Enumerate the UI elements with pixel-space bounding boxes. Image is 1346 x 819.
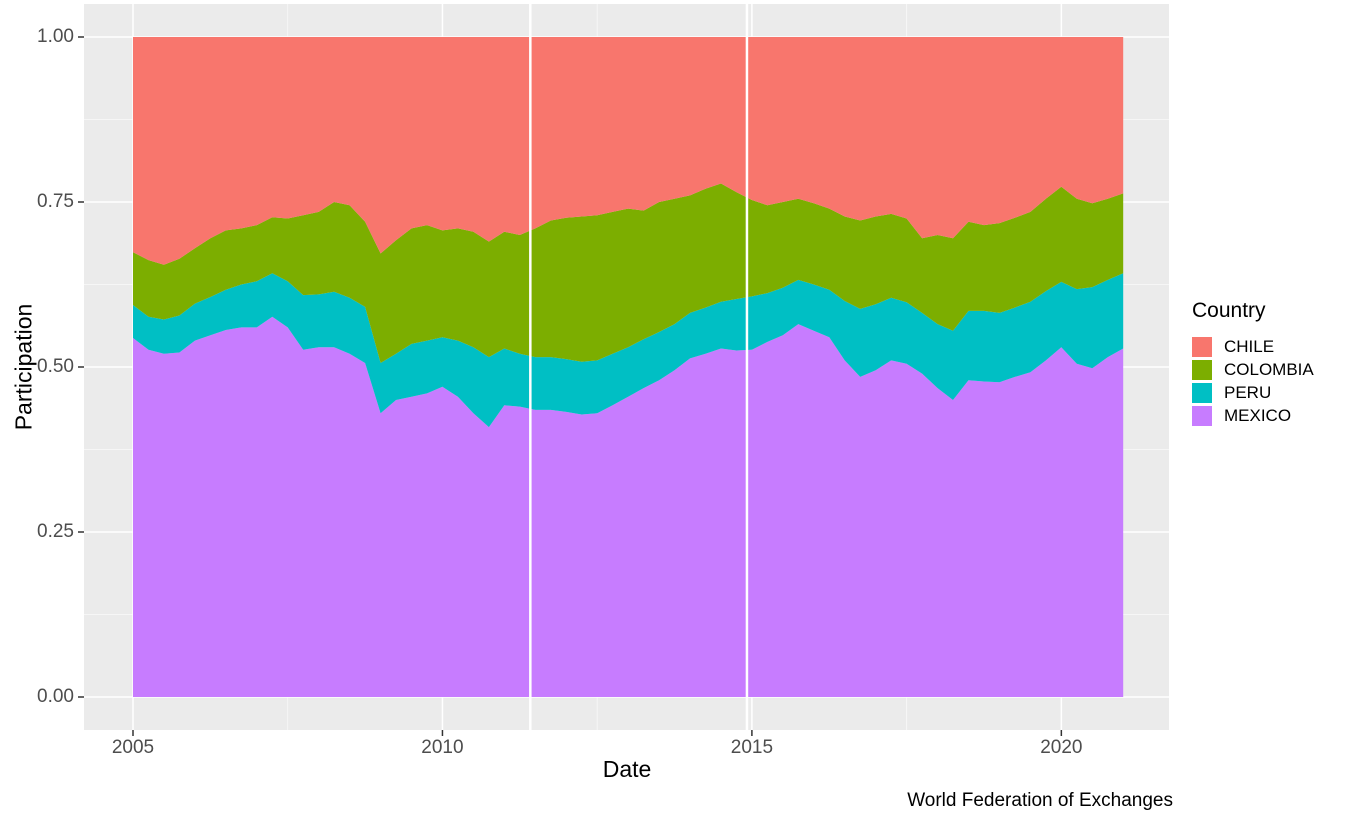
y-tick-label: 1.00 [37,26,74,47]
x-tick-label: 2015 [730,737,774,758]
x-axis-title: Date [602,756,652,782]
legend-item-label: PERU [1224,383,1272,402]
legend-key-swatch [1192,406,1212,426]
legend-item-peru: PERU [1192,383,1314,403]
legend-key-swatch [1192,337,1212,357]
area-mexico [133,316,1124,697]
legend-item-mexico: MEXICO [1192,406,1314,426]
area-colombia [133,183,1124,363]
y-tick-label: 0.00 [37,686,74,707]
y-tick-label: 0.50 [37,356,74,377]
x-tick-label: 2020 [1040,737,1083,758]
legend-items: CHILE COLOMBIA PERU MEXICO [1192,337,1314,426]
caption: World Federation of Exchanges [907,790,1173,811]
legend-item-label: MEXICO [1224,406,1292,425]
legend-item-label: COLOMBIA [1224,360,1314,379]
legend-key-swatch [1192,383,1212,403]
x-tick-label: 2010 [421,737,464,758]
legend-title: Country [1192,299,1266,322]
legend-item-label: CHILE [1224,337,1275,356]
legend-item-colombia: COLOMBIA [1192,360,1314,380]
legend: Country CHILE COLOMBIA PERU MEXICO [1192,299,1314,429]
y-tick-label: 0.75 [37,191,74,212]
area-peru [133,273,1124,428]
legend-item-chile: CHILE [1192,337,1314,357]
y-tick-label: 0.25 [37,521,74,542]
legend-key-swatch [1192,360,1212,380]
x-tick-label: 2005 [111,737,155,758]
area-chile [133,37,1124,265]
